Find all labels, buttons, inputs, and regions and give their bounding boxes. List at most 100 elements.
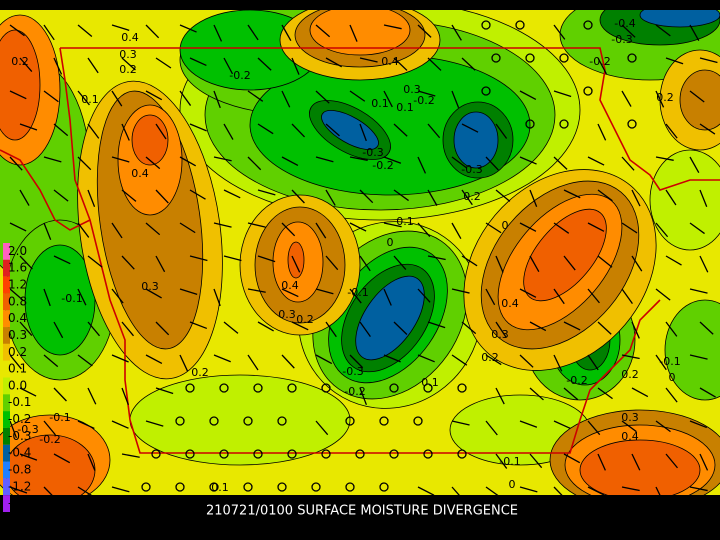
wind-barb (597, 123, 607, 141)
wind-barb (111, 24, 130, 31)
wind-barb (519, 354, 534, 368)
wind-barb (461, 123, 479, 133)
wind-barb (665, 57, 684, 65)
wind-barb (563, 453, 581, 464)
wind-barb (145, 288, 162, 299)
calm-marker (219, 383, 229, 393)
calm-marker (627, 53, 637, 63)
wind-barb (587, 486, 605, 495)
calm-marker (379, 482, 389, 492)
wind-barb (247, 156, 262, 171)
wind-barb (121, 321, 134, 337)
wind-barb (155, 255, 166, 273)
contour-label: -0.3 (461, 163, 482, 176)
contour-label: -0.3 (611, 33, 632, 46)
wind-barb (529, 387, 544, 401)
wind-barb (665, 387, 678, 403)
wind-barb (281, 222, 296, 237)
legend-label: -0.4 (8, 446, 31, 460)
legend-label: 0.8 (8, 294, 27, 308)
wind-barb (417, 222, 431, 237)
wind-barb (325, 321, 337, 338)
wind-barb (699, 453, 709, 471)
wind-barb (587, 288, 600, 304)
wind-barb (519, 420, 538, 428)
wind-barb (53, 189, 69, 202)
wind-barb (223, 57, 234, 75)
wind-barb (451, 486, 460, 495)
contour-label: 0 (669, 371, 676, 384)
contour-label: 0.4 (281, 279, 299, 292)
contour-label: 0.4 (131, 167, 149, 180)
wind-barb (77, 420, 95, 430)
contour-label: 0.4 (621, 430, 639, 443)
contour-label: -0.1 (49, 411, 70, 424)
wind-barb (53, 453, 71, 464)
wind-barb (189, 123, 207, 132)
wind-barb (155, 387, 174, 395)
wind-barb (291, 123, 306, 138)
wind-barb (461, 321, 477, 335)
wind-barb (179, 354, 189, 372)
wind-barb (325, 57, 343, 68)
wind-barb (111, 354, 129, 363)
wind-barb (621, 288, 633, 305)
contour-label: 0.3 (119, 48, 137, 61)
wind-barb (247, 222, 266, 228)
calm-marker (389, 383, 399, 393)
wind-barb (519, 90, 537, 101)
wind-barb (53, 255, 71, 265)
contour-label: 0.3 (141, 280, 159, 293)
wind-barb (519, 222, 537, 232)
wind-barb (553, 486, 563, 495)
wind-barb (587, 222, 605, 232)
contour-label: 0.1 (211, 481, 229, 494)
wind-barb (495, 387, 505, 405)
wind-barb (87, 123, 100, 139)
wind-barb (495, 189, 511, 202)
wind-barb (563, 387, 579, 401)
wind-barb (359, 123, 367, 142)
calm-marker (175, 482, 185, 492)
calm-marker (209, 482, 219, 492)
wind-barb (563, 189, 581, 199)
wind-barb (53, 57, 63, 75)
wind-barb (393, 189, 409, 202)
wind-barb (121, 189, 137, 202)
wind-barb (631, 255, 643, 272)
wind-barb (111, 486, 130, 493)
wind-barb (87, 189, 96, 208)
wind-barb (223, 189, 241, 199)
wind-barb (451, 24, 462, 41)
wind-barb (9, 288, 25, 302)
wind-barb (519, 288, 537, 298)
wind-barb (9, 156, 23, 171)
calm-marker (423, 383, 433, 393)
wind-barb (485, 222, 502, 234)
wind-barb (19, 387, 37, 397)
wind-barb (655, 288, 671, 301)
wind-barb (77, 354, 93, 367)
wind-barb (223, 321, 239, 334)
contour-label: 0.1 (396, 101, 414, 114)
contour-label: -0.1 (659, 355, 680, 368)
wind-barb (461, 189, 473, 206)
wind-barb (485, 486, 499, 495)
wind-barb (427, 321, 446, 329)
wind-barb (631, 321, 640, 339)
legend-label: -0.8 (8, 462, 31, 476)
wind-barb (689, 420, 707, 429)
wind-barb (213, 90, 221, 109)
wind-barb (699, 387, 716, 398)
wind-barb (417, 354, 435, 363)
contour-label: -0.2 (413, 94, 434, 107)
wind-barb (689, 486, 708, 492)
contour-label: 0.3 (278, 308, 296, 321)
contour-label: 0.2 (119, 63, 137, 76)
wind-barb (529, 321, 547, 332)
wind-barb (43, 288, 51, 307)
wind-barb (179, 288, 198, 296)
legend-swatch (3, 377, 10, 395)
wind-barb (121, 387, 129, 406)
wind-barb (699, 321, 714, 335)
